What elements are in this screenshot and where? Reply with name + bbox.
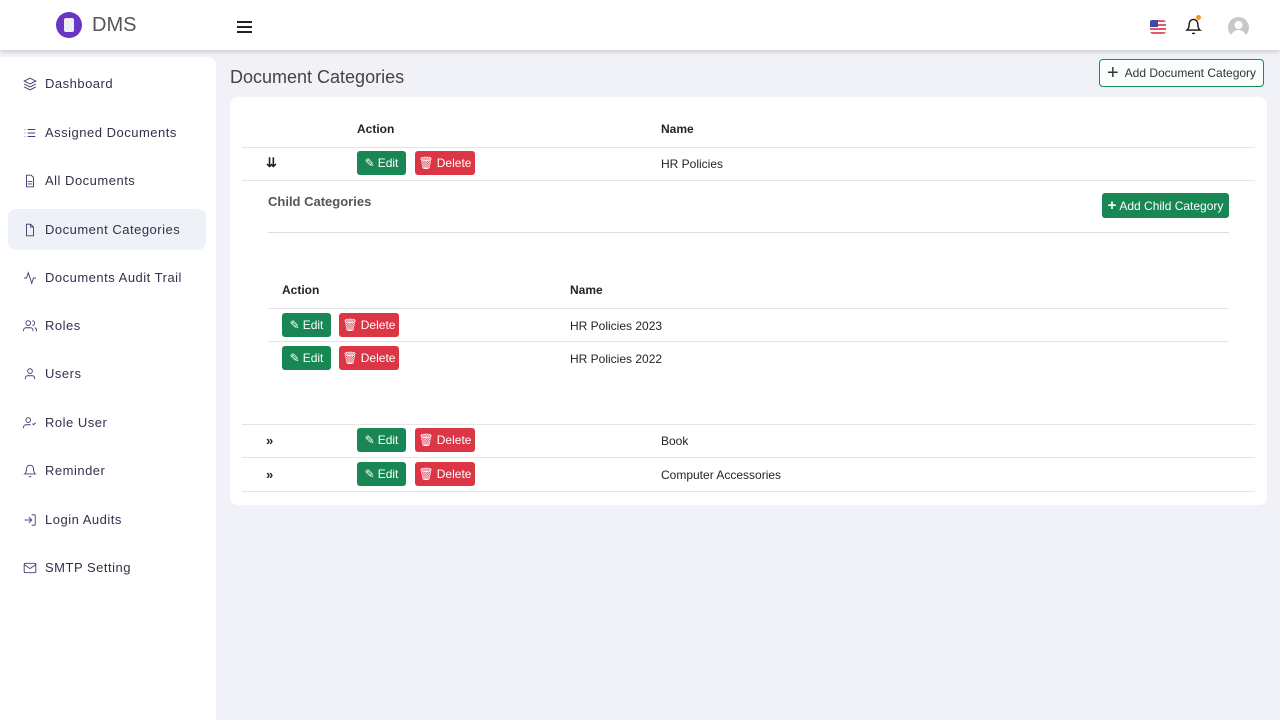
child-column-header-action: Action <box>282 283 320 297</box>
edit-button[interactable]: ✎ Edit <box>357 151 406 175</box>
child-column-header-name: Name <box>570 283 603 297</box>
button-label: Delete <box>360 318 396 332</box>
add-document-category-button[interactable]: + Add Document Category <box>1099 59 1264 87</box>
button-label: Delete <box>436 156 472 170</box>
delete-button[interactable]: 🗑 Delete <box>339 346 399 370</box>
sidebar-item-dashboard[interactable]: Dashboard <box>8 63 206 104</box>
chevrons-down-icon[interactable]: ⇊ <box>266 155 277 170</box>
logo[interactable] <box>56 12 82 38</box>
file-icon <box>26 223 34 236</box>
sidebar-item-role-user[interactable]: Role User <box>8 402 206 443</box>
category-name: HR Policies <box>661 157 724 171</box>
add-child-category-button[interactable]: + Add Child Category <box>1102 193 1229 218</box>
button-label: Delete <box>436 467 472 481</box>
button-label: Add Child Category <box>1119 198 1224 213</box>
user-icon <box>24 367 36 379</box>
button-label: Edit <box>302 318 324 332</box>
sidebar-item-label: Users <box>45 366 82 381</box>
sidebar-item-label: Assigned Documents <box>45 125 177 140</box>
button-label: Edit <box>377 433 399 447</box>
language-flag-icon[interactable] <box>1150 20 1166 34</box>
delete-button[interactable]: 🗑 Delete <box>415 151 475 175</box>
sidebar-item-label: Dashboard <box>45 76 114 91</box>
plus-icon: + <box>1107 197 1117 214</box>
button-label: Add Document Category <box>1124 66 1257 80</box>
list-icon <box>24 128 36 137</box>
activity-icon <box>24 270 36 285</box>
user-avatar[interactable] <box>1228 17 1249 38</box>
plus-icon: + <box>1106 61 1119 84</box>
edit-button[interactable]: ✎ Edit <box>282 313 331 337</box>
user-check-icon <box>23 416 37 428</box>
button-label: Edit <box>377 156 399 170</box>
sidebar-item-label: Login Audits <box>45 512 122 527</box>
sidebar-item-assigned-documents[interactable]: Assigned Documents <box>8 112 206 153</box>
sidebar-item-document-categories[interactable]: Document Categories <box>8 209 206 250</box>
layers-icon <box>23 77 37 90</box>
button-label: Delete <box>436 433 472 447</box>
chevrons-right-icon[interactable]: » <box>266 433 274 448</box>
sidebar-item-label: Documents Audit Trail <box>45 270 182 285</box>
file-text-icon <box>26 174 34 187</box>
sidebar-item-label: Document Categories <box>45 222 181 237</box>
users-icon <box>23 319 37 331</box>
sidebar-item-label: Role User <box>45 415 108 430</box>
edit-button[interactable]: ✎ Edit <box>357 428 406 452</box>
sidebar-item-login-audits[interactable]: Login Audits <box>8 499 206 540</box>
sidebar-item-label: All Documents <box>45 173 136 188</box>
brand-name: DMS <box>92 14 137 36</box>
edit-button[interactable]: ✎ Edit <box>282 346 331 370</box>
mail-icon <box>23 562 37 573</box>
menu-toggle-icon[interactable] <box>237 21 252 36</box>
sidebar-item-label: Roles <box>45 318 81 333</box>
sidebar-item-label: Reminder <box>45 463 106 478</box>
button-label: Edit <box>377 467 399 481</box>
child-categories-title: Child Categories <box>268 194 372 209</box>
sidebar-item-label: SMTP Setting <box>45 560 131 575</box>
notification-bell-icon[interactable] <box>1185 17 1202 36</box>
edit-button[interactable]: ✎ Edit <box>357 462 406 486</box>
delete-button[interactable]: 🗑 Delete <box>415 428 475 452</box>
category-name: Computer Accessories <box>661 468 782 482</box>
delete-button[interactable]: 🗑 Delete <box>339 313 399 337</box>
notification-dot <box>1196 15 1201 20</box>
log-in-icon <box>24 513 36 526</box>
sidebar: Dashboard Assigned Documents All Documen… <box>0 57 216 720</box>
sidebar-item-users[interactable]: Users <box>8 353 206 394</box>
child-category-name: HR Policies 2023 <box>570 319 663 333</box>
category-name: Book <box>661 434 689 448</box>
sidebar-item-smtp-setting[interactable]: SMTP Setting <box>8 547 206 588</box>
button-label: Edit <box>302 351 324 365</box>
column-header-action: Action <box>357 122 395 136</box>
sidebar-item-documents-audit-trail[interactable]: Documents Audit Trail <box>8 257 206 298</box>
page-title: Document Categories <box>230 67 405 87</box>
top-header: DMS <box>0 0 1280 50</box>
button-label: Delete <box>360 351 396 365</box>
child-category-name: HR Policies 2022 <box>570 352 663 366</box>
column-header-name: Name <box>661 122 694 136</box>
sidebar-item-roles[interactable]: Roles <box>8 305 206 346</box>
sidebar-item-all-documents[interactable]: All Documents <box>8 160 206 201</box>
sidebar-item-reminder[interactable]: Reminder <box>8 450 206 491</box>
chevrons-right-icon[interactable]: » <box>266 467 274 482</box>
delete-button[interactable]: 🗑 Delete <box>415 462 475 486</box>
bell-icon <box>23 464 37 477</box>
